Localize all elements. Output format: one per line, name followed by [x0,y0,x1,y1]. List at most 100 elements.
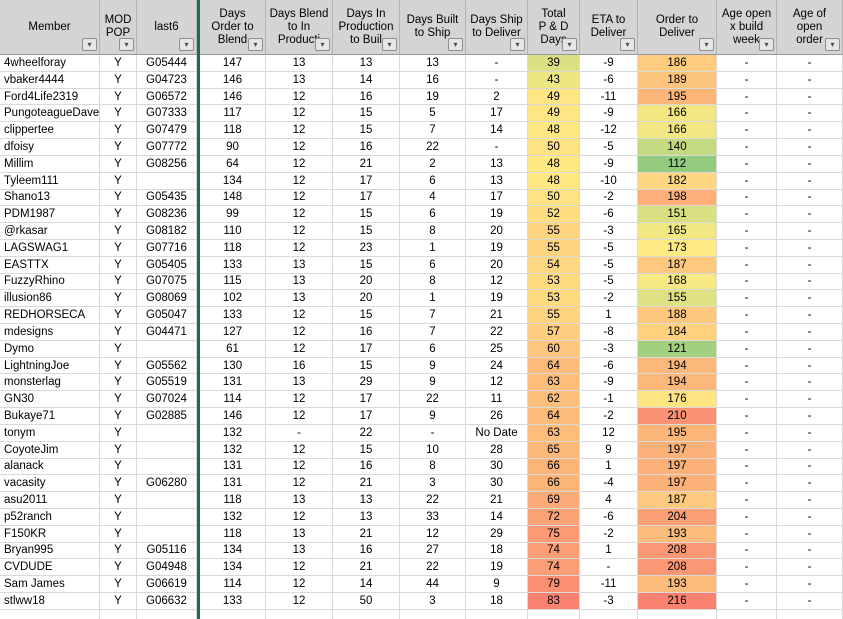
cell-d_order_blend[interactable]: 114 [200,391,266,409]
cell-d_prod_built[interactable]: 21 [333,475,400,493]
column-header-d_order_blend[interactable]: Days Order to Blend ▾ [200,0,266,55]
cell-mod_pop[interactable]: Y [100,391,137,409]
cell-member[interactable]: p52ranch [0,508,100,526]
cell-d_prod_built[interactable]: 15 [333,223,400,240]
cell-d_blend_prod[interactable]: 13 [266,55,333,72]
column-header-d_built_ship[interactable]: Days Built to Ship ▾ [400,0,466,55]
cell-d_ship_deliver[interactable]: - [466,55,528,72]
cell-total_pd[interactable]: 50 [528,189,580,207]
filter-dropdown-icon[interactable]: ▾ [82,38,97,51]
cell-member[interactable]: Millim [0,155,100,173]
cell-member[interactable]: LAGSWAG1 [0,239,100,257]
cell-d_ship_deliver[interactable]: 24 [466,357,528,375]
cell-d_built_ship[interactable]: - [400,424,466,442]
cell-eta_deliver[interactable]: -3 [580,340,638,358]
cell-order_deliver[interactable]: 208 [638,559,717,577]
cell-member[interactable]: monsterlag [0,374,100,392]
column-header-d_prod_built[interactable]: Days In Production to Buil ▾ [333,0,400,55]
cell-d_blend_prod[interactable]: 13 [266,290,333,308]
cell-mod_pop[interactable]: Y [100,189,137,207]
cell-age_open_order[interactable]: - [777,424,843,442]
cell-member[interactable]: 4wheelforay [0,55,100,72]
cell-d_prod_built[interactable]: 13 [333,55,400,72]
cell-age_open_order[interactable]: - [777,256,843,274]
cell-member[interactable]: CVDUDE [0,559,100,577]
cell-d_blend_prod[interactable]: 12 [266,239,333,257]
filter-dropdown-icon[interactable]: ▾ [315,38,330,51]
cell-d_ship_deliver[interactable]: 14 [466,122,528,140]
cell-age_open_order[interactable]: - [777,525,843,543]
cell-d_built_ship[interactable]: 6 [400,172,466,190]
cell-d_prod_built[interactable]: 16 [333,458,400,476]
cell-total_pd[interactable]: 72 [528,508,580,526]
cell-mod_pop[interactable]: Y [100,424,137,442]
cell-total_pd[interactable]: 64 [528,408,580,425]
cell-total_pd[interactable]: 50 [528,139,580,156]
cell-mod_pop[interactable]: Y [100,55,137,72]
cell-d_blend_prod[interactable]: 13 [266,273,333,291]
cell-mod_pop[interactable]: Y [100,340,137,358]
cell-eta_deliver[interactable]: -5 [580,256,638,274]
cell-d_prod_built[interactable]: 13 [333,508,400,526]
cell-d_ship_deliver[interactable]: 30 [466,475,528,493]
cell-d_blend_prod[interactable]: 12 [266,172,333,190]
cell-order_deliver[interactable]: 208 [638,542,717,560]
cell-order_deliver[interactable]: 193 [638,525,717,543]
cell-d_built_ship[interactable]: 3 [400,593,466,610]
cell-member[interactable]: EASTTX [0,256,100,274]
cell-d_ship_deliver[interactable]: 12 [466,273,528,291]
cell-d_blend_prod[interactable]: 13 [266,374,333,392]
cell-d_built_ship[interactable]: 13 [400,55,466,72]
cell-d_built_ship[interactable]: 19 [400,88,466,106]
cell-age_open_order[interactable]: - [777,593,843,610]
cell-member[interactable]: Dymo [0,340,100,358]
cell-d_blend_prod[interactable]: 12 [266,340,333,358]
cell-order_deliver[interactable]: 210 [638,408,717,425]
cell-total_pd[interactable]: 53 [528,273,580,291]
cell-d_ship_deliver[interactable]: 14 [466,508,528,526]
cell-order_deliver[interactable]: 189 [638,71,717,89]
cell-eta_deliver[interactable]: -12 [580,122,638,140]
cell-d_order_blend[interactable]: 118 [200,239,266,257]
cell-total_pd[interactable]: 48 [528,122,580,140]
cell-last6[interactable] [137,525,197,543]
cell-d_order_blend[interactable]: 90 [200,139,266,156]
cell-empty[interactable] [717,609,777,619]
cell-d_order_blend[interactable]: 133 [200,256,266,274]
cell-mod_pop[interactable]: Y [100,71,137,89]
cell-age_open_order[interactable]: - [777,189,843,207]
cell-eta_deliver[interactable]: -1 [580,391,638,409]
cell-age_build_week[interactable]: - [717,206,777,224]
cell-d_order_blend[interactable]: 147 [200,55,266,72]
filter-dropdown-icon[interactable]: ▾ [699,38,714,51]
cell-age_build_week[interactable]: - [717,307,777,324]
cell-mod_pop[interactable]: Y [100,374,137,392]
cell-d_prod_built[interactable]: 20 [333,273,400,291]
filter-dropdown-icon[interactable]: ▾ [382,38,397,51]
cell-eta_deliver[interactable]: 12 [580,424,638,442]
cell-d_prod_built[interactable]: 20 [333,290,400,308]
cell-d_order_blend[interactable]: 131 [200,475,266,493]
cell-age_build_week[interactable]: - [717,424,777,442]
cell-age_open_order[interactable]: - [777,307,843,324]
cell-mod_pop[interactable]: Y [100,525,137,543]
cell-d_ship_deliver[interactable]: 20 [466,256,528,274]
cell-d_ship_deliver[interactable]: 21 [466,492,528,509]
cell-total_pd[interactable]: 63 [528,374,580,392]
cell-d_ship_deliver[interactable]: 20 [466,223,528,240]
cell-age_build_week[interactable]: - [717,391,777,409]
cell-d_prod_built[interactable]: 14 [333,71,400,89]
cell-age_open_order[interactable]: - [777,559,843,577]
cell-empty[interactable] [100,609,137,619]
cell-d_order_blend[interactable]: 64 [200,155,266,173]
cell-order_deliver[interactable]: 194 [638,374,717,392]
cell-d_blend_prod[interactable]: 13 [266,542,333,560]
cell-order_deliver[interactable]: 194 [638,357,717,375]
cell-d_blend_prod[interactable]: 12 [266,576,333,593]
cell-order_deliver[interactable]: 186 [638,55,717,72]
filter-dropdown-icon[interactable]: ▾ [448,38,463,51]
cell-age_open_order[interactable]: - [777,122,843,140]
cell-member[interactable]: GN30 [0,391,100,409]
cell-d_order_blend[interactable]: 118 [200,492,266,509]
cell-d_built_ship[interactable]: 10 [400,441,466,459]
